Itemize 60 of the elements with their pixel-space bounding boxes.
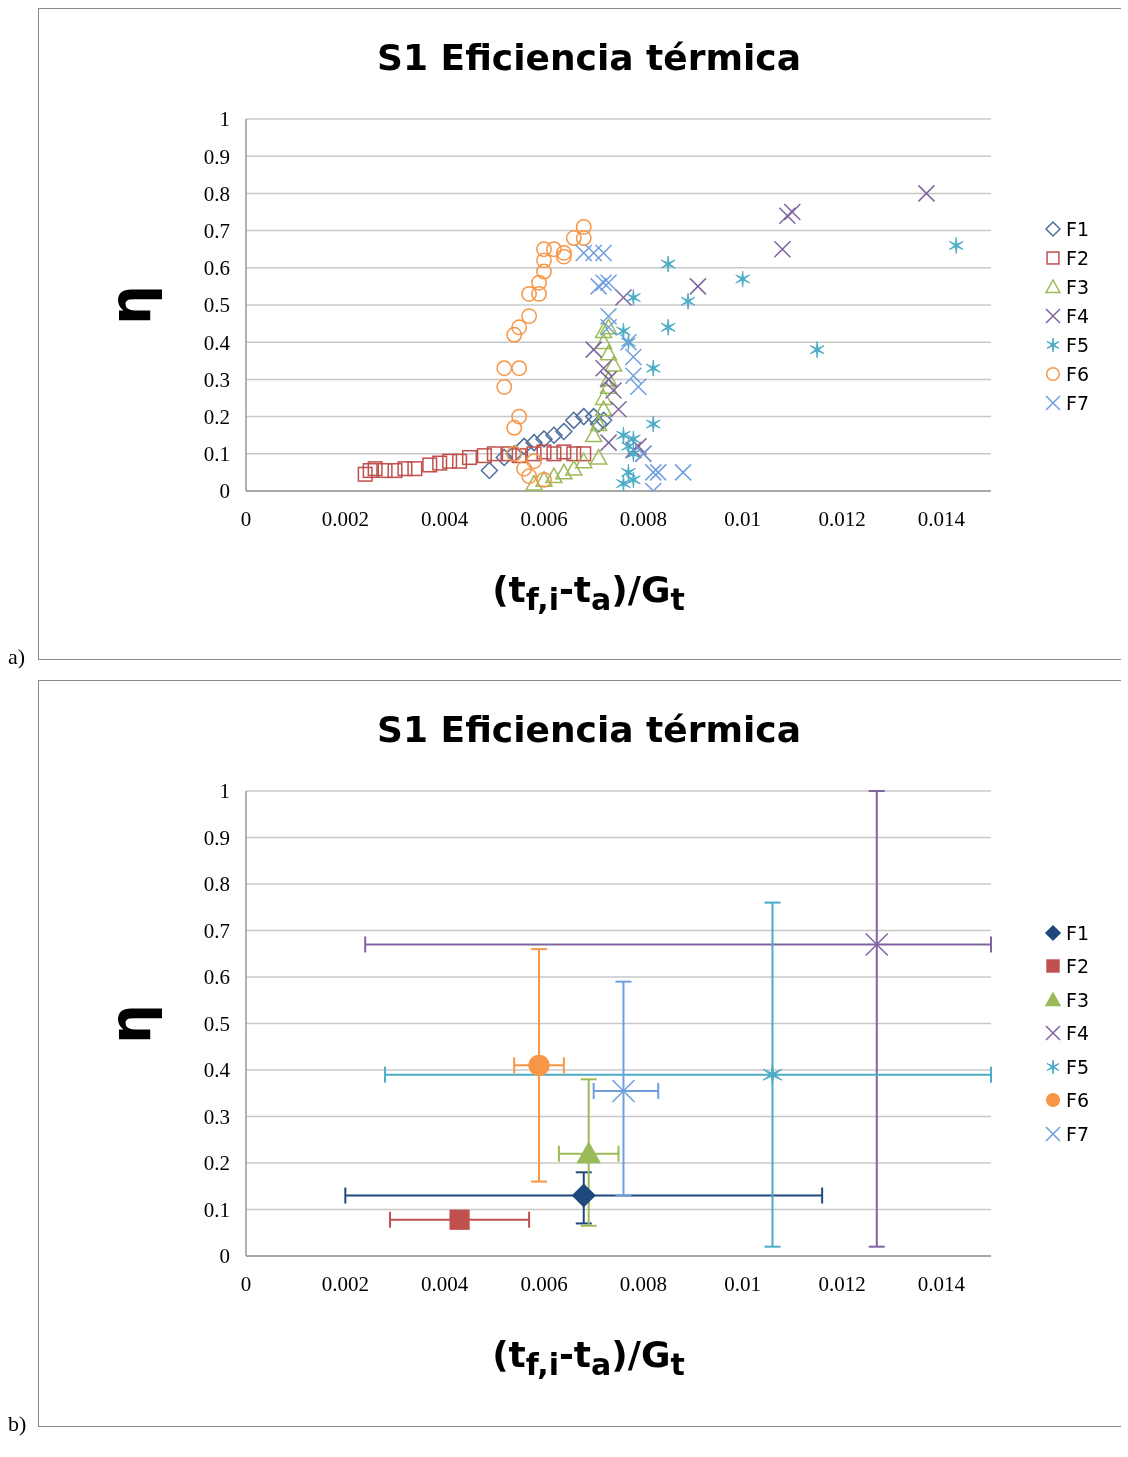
x-tick-label: 0.002 (321, 506, 369, 531)
y-tick-label: 0.2 (203, 405, 230, 430)
y-tick-label: 0.9 (203, 825, 230, 850)
y-tick-label: 0.1 (203, 442, 230, 467)
x-tick-label: 0.006 (520, 506, 568, 531)
x-tick-label: 0.004 (421, 1271, 469, 1296)
text: b) (8, 1411, 27, 1437)
x-tick-label: 0.004 (421, 506, 469, 531)
x-tick-label: 0.014 (917, 506, 966, 531)
y-tick-label: 0.3 (203, 1104, 230, 1129)
legend-label: F7 (1066, 391, 1090, 414)
legend-label: F5 (1066, 333, 1090, 356)
y-axis-title: η (98, 284, 163, 327)
x-tick-label: 0.006 (520, 1271, 568, 1296)
text: a) (8, 644, 26, 670)
x-tick-label: 0.012 (818, 1271, 866, 1296)
y-tick-label: 0.8 (203, 181, 230, 206)
x-tick-label: 0.014 (917, 1271, 966, 1296)
x-axis-title: (t$_{f,i}$-t$_{a}$)/G$_{t}$ (491, 569, 686, 618)
y-tick-label: 0.6 (203, 965, 230, 990)
y-tick-label: 0 (219, 1244, 230, 1269)
y-tick-label: 0.9 (203, 144, 230, 169)
y-tick-label: 0.4 (203, 1058, 231, 1083)
x-tick-label: 0 (240, 1271, 252, 1296)
legend-label: F4 (1066, 1022, 1090, 1045)
x-tick-label: 0.01 (724, 1271, 762, 1296)
y-tick-label: 1 (219, 107, 230, 132)
legend-label: F5 (1066, 1055, 1090, 1078)
legend-label: F6 (1066, 362, 1090, 385)
legend-label: F3 (1066, 275, 1090, 298)
chart-title: S1 Eficiencia térmica (376, 37, 802, 78)
y-tick-label: 0.2 (203, 1151, 230, 1176)
x-tick-label: 0 (240, 506, 252, 531)
x-axis-title: (t$_{f,i}$-t$_{a}$)/G$_{t}$ (491, 1334, 686, 1383)
x-tick-label: 0.002 (321, 1271, 369, 1296)
legend-label: F4 (1066, 304, 1090, 327)
y-tick-label: 0.4 (203, 330, 231, 355)
legend-label: F3 (1066, 988, 1090, 1011)
y-tick-label: 0.8 (203, 872, 230, 897)
legend-label: F2 (1066, 955, 1090, 978)
y-tick-label: 0.1 (203, 1197, 230, 1222)
y-tick-label: 0.7 (203, 219, 230, 244)
x-tick-label: 0.012 (818, 506, 866, 531)
x-tick-label: 0.008 (619, 506, 667, 531)
y-tick-label: 0.6 (203, 256, 230, 281)
y-tick-label: 0 (219, 479, 230, 504)
x-tick-label: 0.01 (724, 506, 762, 531)
y-tick-label: 0.5 (203, 293, 230, 318)
y-tick-label: 1 (219, 779, 230, 804)
y-tick-label: 0.5 (203, 1011, 230, 1036)
y-tick-label: 0.3 (203, 367, 230, 392)
legend-label: F7 (1066, 1122, 1090, 1145)
legend-label: F2 (1066, 246, 1090, 269)
x-tick-label: 0.008 (619, 1271, 667, 1296)
y-axis-title: η (98, 1002, 163, 1046)
legend-label: F1 (1066, 921, 1090, 944)
legend-label: F1 (1066, 217, 1090, 240)
legend-label: F6 (1066, 1089, 1090, 1112)
y-tick-label: 0.7 (203, 918, 230, 943)
chart-title: S1 Eficiencia térmica (376, 709, 802, 750)
